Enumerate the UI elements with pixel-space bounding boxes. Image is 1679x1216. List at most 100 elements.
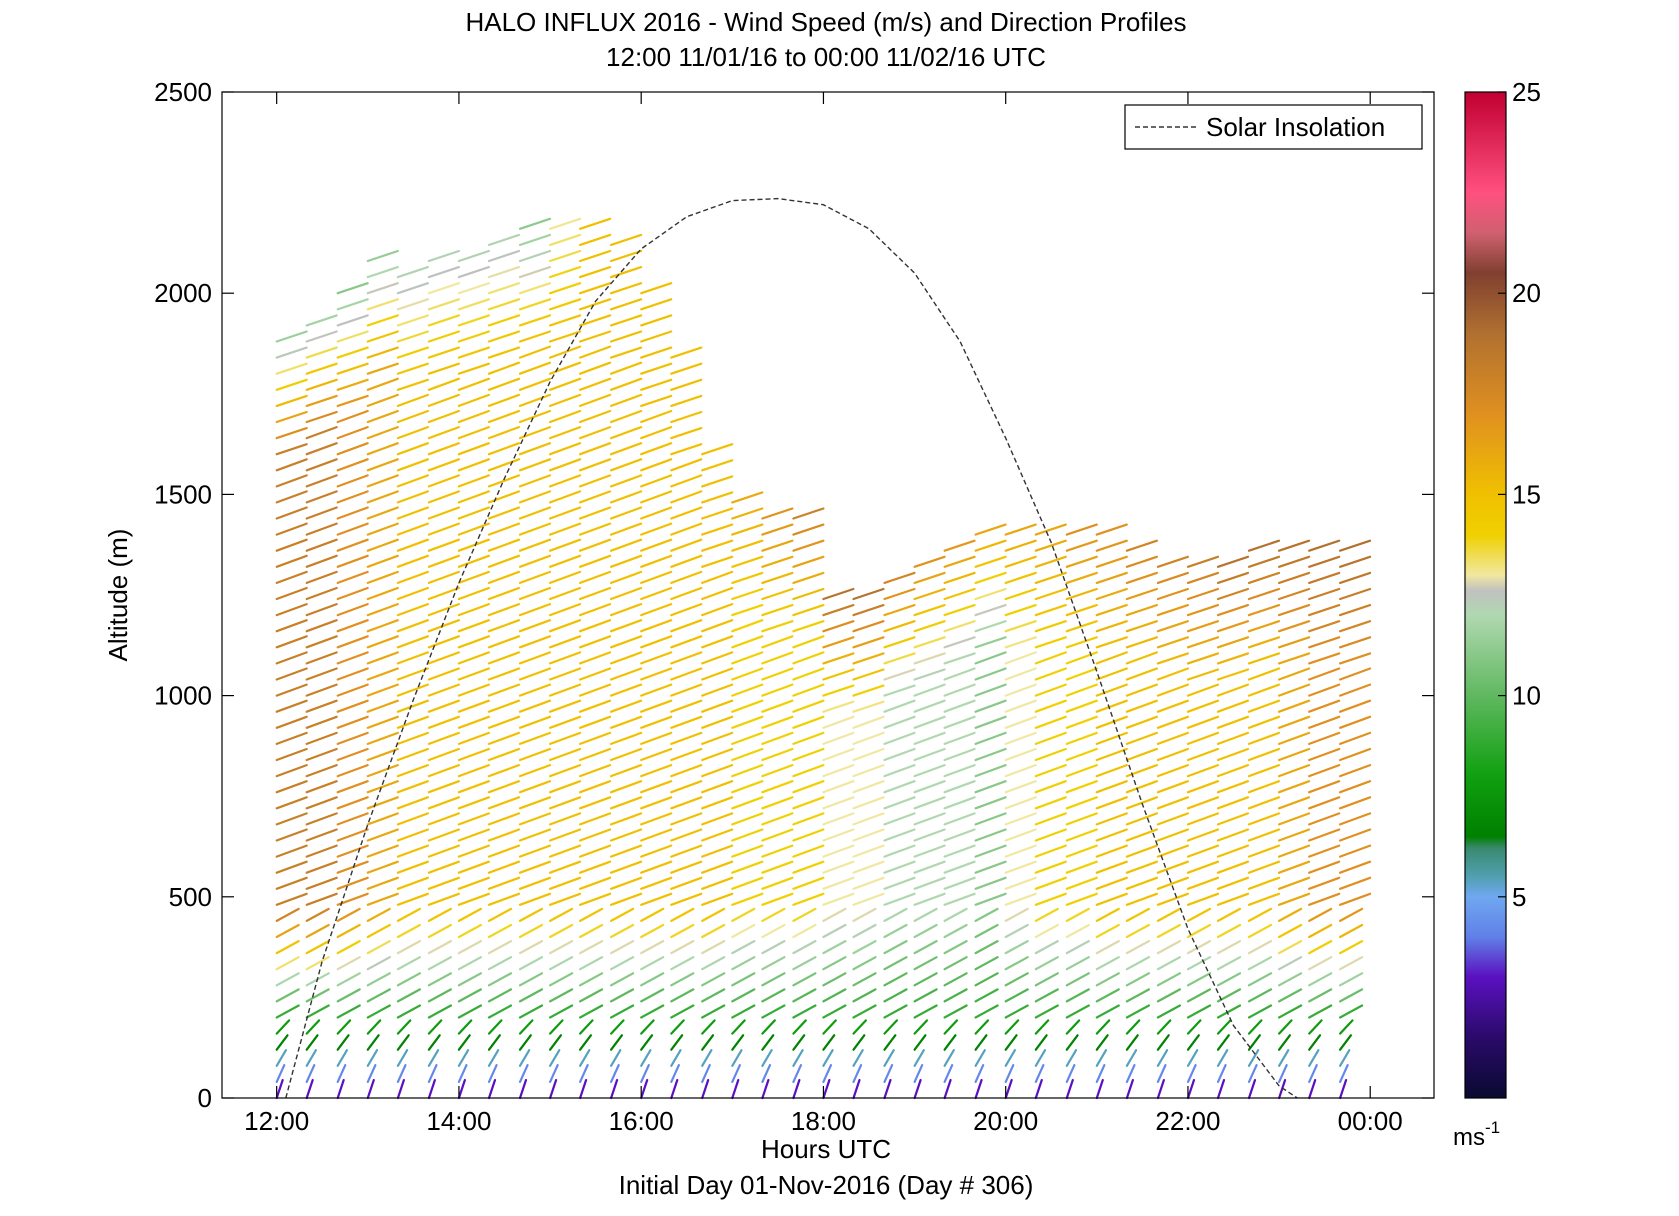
wind-barb [670, 747, 703, 762]
wind-barb [1095, 1034, 1109, 1051]
colorbar-unit-label: ms-1 [1453, 1118, 1500, 1151]
wind-barb [974, 956, 999, 971]
wind-barb [943, 652, 976, 665]
wind-barb [578, 972, 604, 987]
wind-barb [396, 860, 429, 874]
wind-barb [396, 409, 429, 424]
wind-barb [487, 892, 521, 906]
wind-barb [578, 586, 612, 601]
wind-barb [852, 860, 885, 874]
wind-barb [792, 747, 825, 762]
wind-barb [1095, 715, 1128, 729]
wind-barb [761, 828, 794, 842]
wind-barb [1216, 939, 1242, 955]
wind-barb [670, 844, 703, 858]
wind-barb [305, 907, 330, 923]
wind-barb [336, 956, 361, 971]
plot-background [222, 92, 1434, 1098]
wind-barb [731, 1049, 743, 1067]
wind-barb [609, 988, 635, 1003]
wind-barb [487, 346, 521, 359]
wind-barb [1216, 636, 1250, 649]
wind-barb [943, 860, 976, 874]
wind-barb [457, 474, 490, 488]
wind-barb [1034, 796, 1067, 810]
wind-barb [487, 844, 521, 858]
wind-barb [427, 266, 460, 279]
wind-barb [427, 362, 460, 375]
wind-barb [974, 844, 1007, 858]
wind-barb [913, 876, 946, 890]
wind-barb [974, 763, 1007, 778]
wind-barb [609, 747, 643, 762]
wind-barb [701, 763, 734, 778]
wind-barb [578, 715, 612, 729]
wind-barb [670, 1078, 679, 1100]
wind-barb [1216, 780, 1250, 794]
wind-barb [1125, 828, 1159, 842]
wind-barb [427, 426, 460, 440]
wind-barb [275, 1019, 291, 1035]
wind-barb [1216, 860, 1250, 874]
wind-barb [1004, 1078, 1013, 1100]
wind-barb [427, 844, 460, 858]
wind-barb [1308, 539, 1341, 552]
wind-barb [943, 620, 976, 633]
colorbar-tick-label: 10 [1512, 681, 1541, 711]
wind-barb [457, 298, 490, 311]
wind-barb [822, 1034, 836, 1051]
wind-barb [578, 939, 604, 955]
wind-barb [336, 892, 369, 906]
wind-barb [487, 699, 521, 713]
wind-barb [1004, 1004, 1029, 1019]
wind-barb [487, 1049, 500, 1067]
wind-barb [578, 361, 612, 375]
wind-barb [1095, 1049, 1108, 1067]
wind-barb [275, 860, 308, 874]
wind-barb [487, 763, 521, 778]
wind-barb [578, 522, 612, 536]
wind-barb [1338, 747, 1372, 762]
wind-barb [670, 1049, 682, 1067]
wind-barb [1308, 1063, 1318, 1084]
wind-barb [1095, 731, 1128, 746]
wind-barb [518, 667, 552, 681]
wind-barb [883, 1019, 899, 1035]
wind-barb [883, 1078, 892, 1100]
wind-barb [1156, 844, 1190, 858]
wind-barb [640, 362, 673, 375]
wind-barb [1156, 812, 1190, 826]
wind-barb [913, 956, 938, 971]
wind-barb [457, 763, 490, 778]
x-tick-label: 14:00 [426, 1106, 491, 1136]
wind-barb [943, 763, 976, 778]
wind-barb [578, 651, 612, 665]
wind-barb [609, 233, 643, 246]
wind-barb [1247, 956, 1273, 971]
wind-barb [336, 538, 369, 552]
wind-barb [396, 1019, 412, 1035]
wind-barb [1004, 1019, 1020, 1035]
wind-barb [275, 683, 308, 697]
wind-barb [1186, 844, 1220, 858]
wind-barb [336, 876, 369, 890]
wind-barb [852, 684, 885, 697]
wind-barb [1156, 988, 1182, 1003]
wind-barb [275, 619, 308, 633]
wind-barb [822, 892, 855, 906]
wind-barb [275, 1078, 284, 1100]
wind-barb [1247, 1019, 1263, 1035]
wind-barb [761, 747, 794, 762]
wind-barb [427, 1078, 436, 1100]
wind-barb [336, 763, 369, 778]
wind-barb [305, 506, 338, 520]
wind-barb [578, 1078, 588, 1100]
wind-barb [396, 362, 429, 375]
wind-barb [1308, 939, 1333, 955]
wind-barb [275, 907, 300, 923]
wind-barb [1034, 939, 1059, 955]
wind-barb [943, 956, 968, 971]
wind-barb [792, 892, 825, 906]
wind-barb [396, 266, 429, 279]
wind-barb [822, 939, 847, 955]
